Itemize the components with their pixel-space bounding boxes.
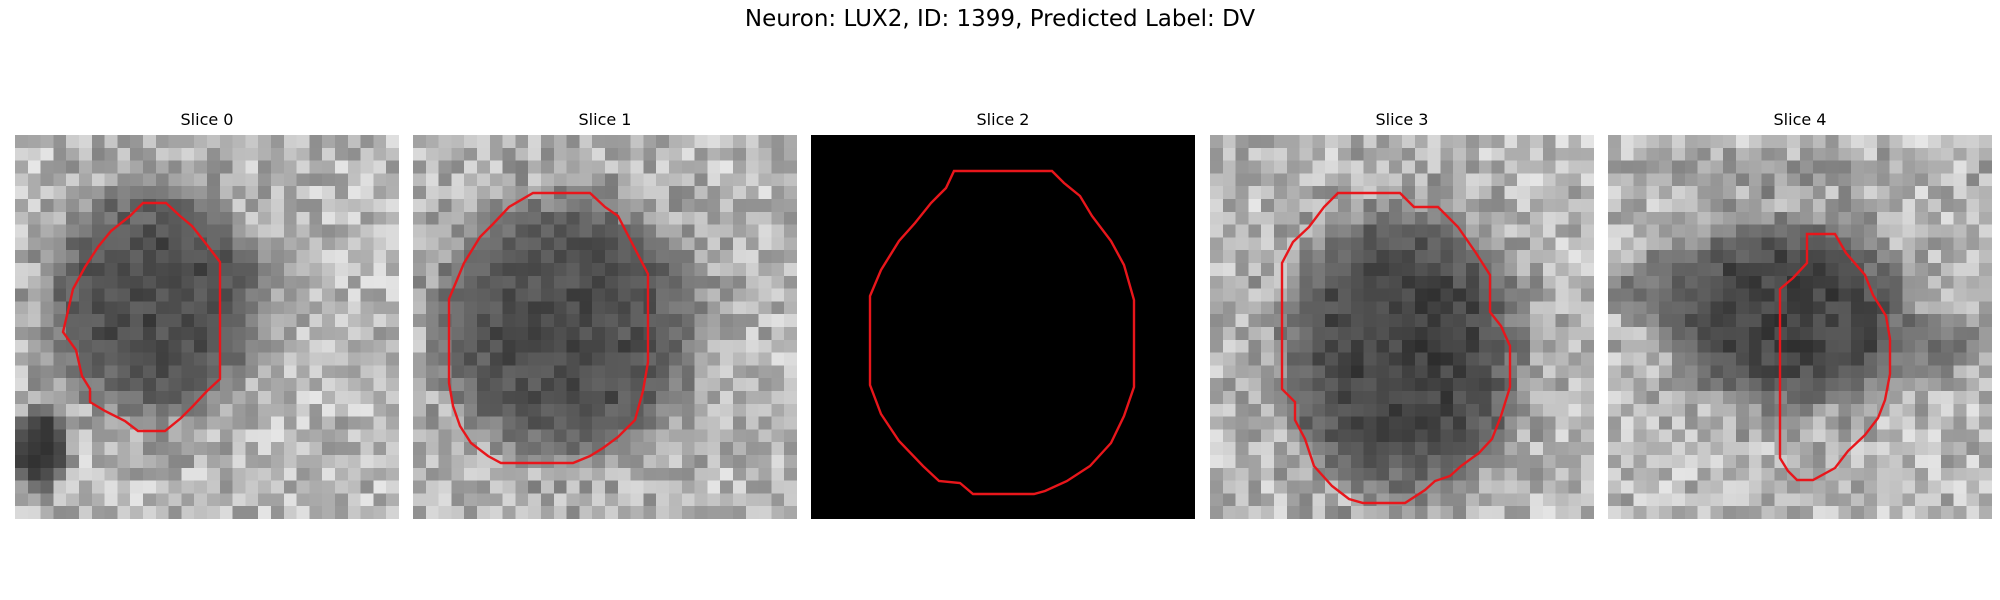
slice-title: Slice 0 bbox=[15, 108, 399, 132]
slice-title: Slice 1 bbox=[413, 108, 797, 132]
slice-panel-1: Slice 1 bbox=[413, 108, 797, 132]
slice-panel-0: Slice 0 bbox=[15, 108, 399, 132]
slice-image bbox=[811, 135, 1195, 519]
cell-contour bbox=[811, 135, 1195, 519]
figure-title: Neuron: LUX2, ID: 1399, Predicted Label:… bbox=[0, 6, 2000, 32]
cell-contour bbox=[1210, 135, 1594, 519]
slice-image bbox=[413, 135, 797, 519]
slice-panel-2: Slice 2 bbox=[811, 108, 1195, 132]
slice-panel-3: Slice 3 bbox=[1210, 108, 1594, 132]
slice-title: Slice 2 bbox=[811, 108, 1195, 132]
slice-image bbox=[15, 135, 399, 519]
slice-image bbox=[1210, 135, 1594, 519]
slice-panel-4: Slice 4 bbox=[1608, 108, 1992, 132]
cell-contour bbox=[1608, 135, 1992, 519]
cell-contour bbox=[15, 135, 399, 519]
slice-title: Slice 4 bbox=[1608, 108, 1992, 132]
slice-image bbox=[1608, 135, 1992, 519]
cell-contour bbox=[413, 135, 797, 519]
slice-title: Slice 3 bbox=[1210, 108, 1594, 132]
